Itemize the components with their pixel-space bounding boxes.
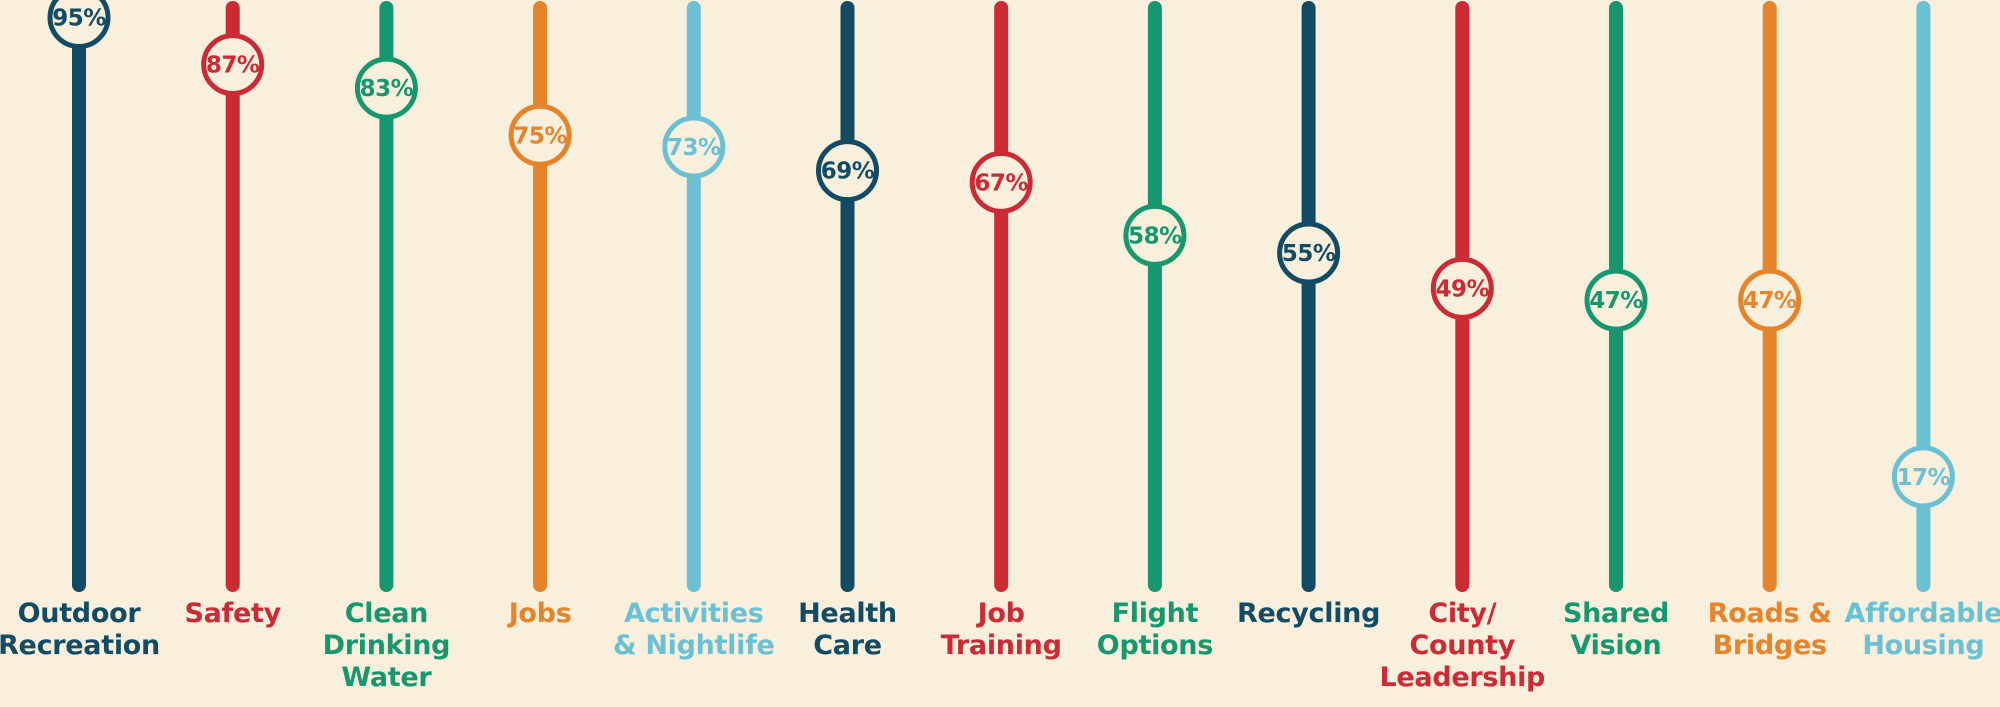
category-label-line: Health	[798, 598, 897, 629]
category-label-line: Water	[341, 662, 432, 693]
category-label: Health Care	[798, 598, 897, 661]
column-safety: 87% Safety	[184, 1, 282, 629]
category-label: Shared Vision	[1563, 598, 1669, 661]
value-marker	[816, 139, 879, 203]
value-marker	[47, 0, 111, 49]
data-label: 83%	[360, 76, 414, 102]
category-label-line: Jobs	[507, 598, 572, 629]
category-label-line: Recreation	[0, 630, 160, 661]
category-label: Activities & Nightlife	[613, 598, 775, 661]
category-label-line: Outdoor	[18, 598, 142, 629]
data-label: 87%	[206, 53, 260, 79]
category-label-line: Bridges	[1713, 630, 1827, 661]
category-label: City/County Leadership	[1380, 598, 1546, 693]
value-marker	[1584, 268, 1648, 332]
category-label: Roads & Bridges	[1708, 598, 1832, 661]
data-label: 58%	[1128, 223, 1182, 249]
category-label-line: Housing	[1862, 630, 1984, 661]
category-label-line: & Nightlife	[613, 630, 775, 661]
column-activities-nightlife: 73% Activities & Nightlife	[613, 1, 775, 661]
value-marker	[662, 115, 726, 179]
category-label: Clean Drinking Water	[323, 598, 451, 693]
category-label-line: Affordable	[1845, 598, 2000, 629]
column-roads-bridges: 47% Roads & Bridges	[1708, 1, 1832, 661]
data-label: 95%	[52, 5, 106, 31]
category-label-line: Options	[1097, 630, 1213, 661]
value-marker	[969, 150, 1033, 214]
category-label-line: Care	[813, 630, 881, 661]
data-label: 49%	[1436, 276, 1490, 302]
data-label: 47%	[1589, 288, 1643, 314]
category-label-line: Vision	[1571, 630, 1662, 661]
category-label-line: Training	[941, 630, 1062, 661]
value-marker	[1891, 445, 1955, 509]
category-label: Outdoor Recreation	[0, 598, 160, 661]
category-label-line: Activities	[624, 598, 763, 629]
category-label-line: Leadership	[1380, 662, 1546, 693]
category-label-line: Job	[976, 598, 1025, 629]
category-label-line: Safety	[184, 598, 281, 629]
value-marker	[354, 56, 418, 120]
category-label-line: Shared	[1563, 598, 1669, 629]
column-shared-vision: 47% Shared Vision	[1563, 1, 1669, 661]
value-marker	[508, 103, 572, 167]
value-marker	[1277, 221, 1341, 285]
column-outdoor-recreation: 95% Outdoor Recreation	[0, 0, 160, 661]
value-marker	[1430, 256, 1494, 320]
data-label: 75%	[513, 123, 567, 149]
category-label: Flight Options	[1097, 598, 1213, 661]
column-health-care: 69% Health Care	[798, 1, 897, 661]
data-label: 73%	[667, 135, 721, 161]
column-job-training: 67% Job Training	[941, 1, 1062, 661]
value-marker	[1738, 268, 1802, 332]
category-label-line: County	[1410, 630, 1516, 661]
data-label: 55%	[1282, 241, 1336, 267]
value-marker	[1123, 203, 1187, 267]
category-label-line: City/	[1428, 598, 1496, 629]
column-city-county-leadership: 49% City/County Leadership	[1380, 1, 1546, 693]
category-label-line: Flight	[1112, 598, 1199, 629]
category-label: Recycling	[1237, 598, 1380, 629]
data-label: 47%	[1743, 288, 1797, 314]
column-jobs: 75% Jobs	[507, 1, 572, 629]
data-label: 67%	[974, 170, 1028, 196]
category-label: Job Training	[941, 598, 1062, 661]
column-flight-options: 58% Flight Options	[1097, 1, 1213, 661]
category-label-line: Recycling	[1237, 598, 1380, 629]
column-affordable-housing: 17% Affordable Housing	[1845, 1, 2000, 661]
data-label: 69%	[821, 159, 875, 185]
category-label-line: Clean	[345, 598, 428, 629]
column-clean-drinking-water: 83% Clean Drinking Water	[323, 1, 451, 693]
category-label: Jobs	[507, 598, 572, 629]
category-label-line: Drinking	[323, 630, 451, 661]
category-label: Safety	[184, 598, 281, 629]
column-recycling: 55% Recycling	[1237, 1, 1380, 629]
category-label: Affordable Housing	[1845, 598, 2000, 661]
data-label: 17%	[1897, 465, 1951, 491]
value-marker	[201, 33, 265, 97]
category-label-line: Roads &	[1708, 598, 1832, 629]
